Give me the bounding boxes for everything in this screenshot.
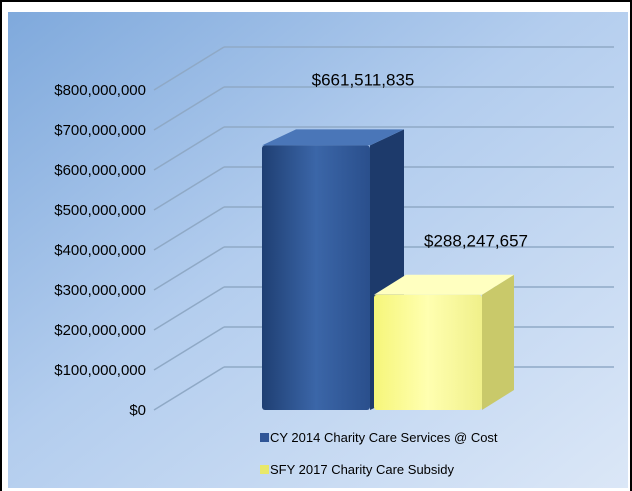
y-tick-label: $600,000,000	[54, 162, 146, 179]
chart: $0 $100,000,000 $200,000,000 $300,000,000 $4…	[8, 12, 628, 488]
gridline-diagonal	[153, 286, 225, 331]
gridline-diagonal	[153, 246, 225, 291]
gridline-diagonal	[153, 46, 225, 91]
y-tick-label: $300,000,000	[54, 282, 146, 299]
gridline-diagonal	[153, 326, 225, 371]
legend-item: SFY 2017 Charity Care Subsidy	[260, 462, 455, 477]
bar-front	[262, 145, 370, 410]
legend-swatch	[260, 433, 269, 442]
y-tick-label: $0	[129, 402, 146, 419]
bar-side	[482, 274, 514, 410]
legend-label: CY 2014 Charity Care Services @ Cost	[270, 430, 498, 445]
data-label: $288,247,657	[424, 232, 528, 251]
bar-front	[374, 294, 482, 410]
gridline-diagonal	[153, 126, 225, 171]
gridline-diagonal	[153, 86, 225, 131]
y-tick-label: $700,000,000	[54, 122, 146, 139]
y-tick-label: $400,000,000	[54, 242, 146, 259]
y-tick-label: $100,000,000	[54, 362, 146, 379]
bar-cy-2014	[262, 129, 404, 410]
gridline-diagonal	[153, 366, 225, 411]
bar-top	[374, 274, 514, 295]
bar-top	[262, 129, 404, 146]
gridline-diagonal	[153, 166, 225, 211]
bar-sfy-2017	[374, 274, 514, 410]
legend-label: SFY 2017 Charity Care Subsidy	[270, 462, 455, 477]
gridline-diagonal	[153, 206, 225, 251]
data-label: $661,511,835	[312, 70, 415, 89]
y-tick-label: $500,000,000	[54, 202, 146, 219]
legend-item: CY 2014 Charity Care Services @ Cost	[260, 430, 498, 445]
y-tick-label: $800,000,000	[54, 82, 146, 99]
y-tick-label: $200,000,000	[54, 322, 146, 339]
legend-swatch	[260, 465, 269, 474]
